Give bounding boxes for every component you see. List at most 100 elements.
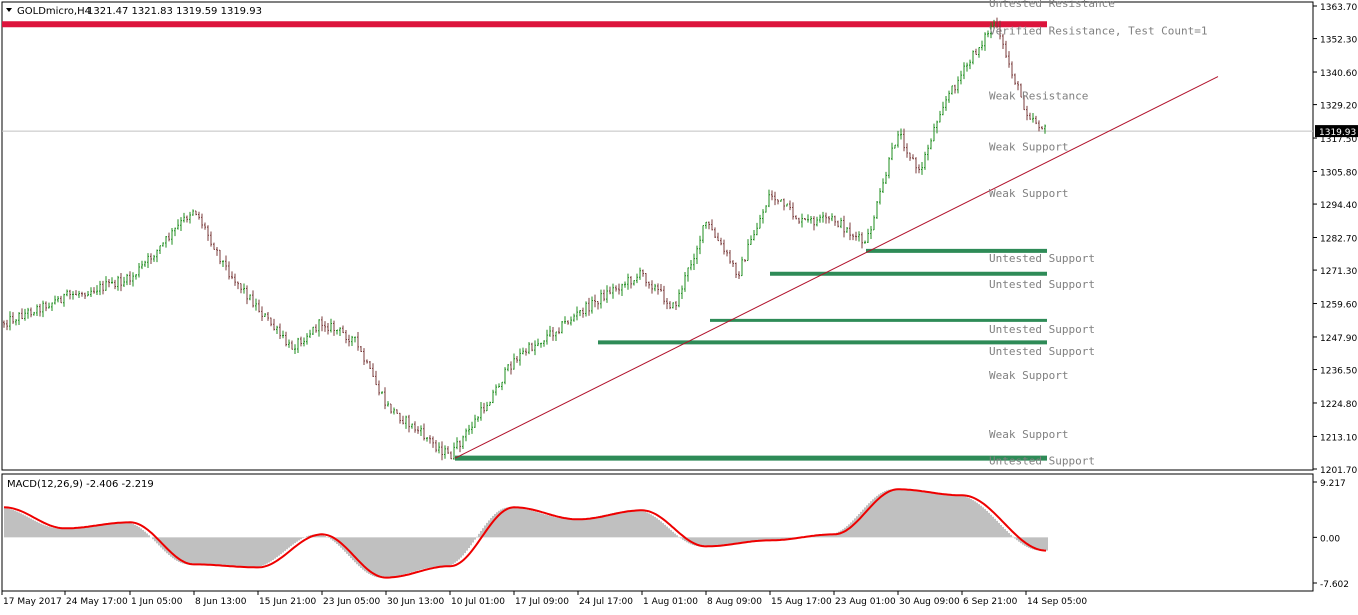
macd-bar — [14, 511, 16, 538]
macd-bar — [236, 537, 238, 567]
macd-bar — [878, 494, 880, 537]
macd-bar — [386, 537, 388, 577]
macd-bar — [432, 537, 434, 567]
macd-bar — [462, 537, 464, 555]
macd-bar — [450, 537, 452, 565]
macd-bar — [194, 537, 196, 564]
macd-bar — [674, 534, 676, 538]
macd-bar — [924, 492, 926, 537]
macd-bar — [402, 537, 404, 574]
macd-bar — [424, 537, 426, 568]
macd-bar — [298, 537, 300, 540]
macd-bar — [968, 498, 970, 537]
macd-bar — [456, 537, 458, 561]
macd-bar — [138, 527, 140, 537]
macd-bar — [6, 508, 8, 537]
macd-bar — [48, 527, 50, 538]
macd-bar — [52, 528, 54, 538]
macd-bar — [36, 522, 38, 538]
zone-label: Untested Support — [989, 252, 1095, 265]
macd-bar — [748, 537, 750, 541]
macd-bar — [982, 507, 984, 537]
macd-bar — [380, 537, 382, 577]
macd-bar — [390, 537, 392, 577]
price-tick-label: 1259.60 — [1320, 301, 1357, 311]
macd-tick-label: 0.00 — [1320, 534, 1340, 544]
macd-bar — [46, 526, 48, 537]
macd-bar — [392, 537, 394, 576]
macd-bar — [558, 518, 560, 537]
zone-label: Weak Support — [989, 140, 1068, 153]
macd-bar — [518, 508, 520, 537]
macd-bar — [66, 528, 68, 537]
symbol-label: GOLDmicro,H4 — [17, 6, 91, 17]
macd-bar — [898, 489, 900, 537]
macd-bar — [622, 511, 624, 537]
macd-bar — [1010, 535, 1012, 537]
macd-bar — [300, 537, 302, 539]
macd-bar — [184, 537, 186, 564]
macd-bar — [404, 537, 406, 574]
macd-bar — [910, 490, 912, 537]
macd-bar — [632, 510, 634, 537]
macd-bar — [1002, 527, 1004, 537]
macd-bar — [588, 518, 590, 537]
macd-bar — [252, 537, 254, 567]
macd-bar — [260, 537, 262, 566]
macd-bar — [568, 519, 570, 537]
macd-bar — [1040, 537, 1042, 550]
macd-bar — [470, 537, 472, 545]
macd-bar — [384, 537, 386, 577]
macd-bar — [50, 527, 52, 537]
time-tick-label: 24 May 17:00 — [66, 597, 128, 607]
macd-bar — [478, 534, 480, 537]
macd-bar — [644, 512, 646, 538]
macd-bar — [978, 504, 980, 537]
price-tick-label: 1201.70 — [1320, 466, 1357, 476]
macd-bar — [42, 525, 44, 538]
macd-bar — [216, 537, 218, 565]
macd-bar — [108, 523, 110, 537]
macd-bar — [4, 508, 6, 538]
macd-bar — [126, 522, 128, 537]
macd-bar — [608, 514, 610, 537]
macd-bar — [950, 495, 952, 537]
zone-label: Untested Support — [989, 278, 1095, 291]
macd-bar — [116, 523, 118, 538]
macd-bar — [736, 537, 738, 542]
macd-bar — [532, 511, 534, 537]
macd-bar — [616, 512, 618, 537]
macd-bar — [270, 537, 272, 561]
macd-bar — [638, 510, 640, 537]
macd-bar — [58, 528, 60, 537]
macd-bar — [302, 537, 304, 538]
macd-bar — [582, 519, 584, 538]
macd-bar — [452, 537, 454, 564]
macd-bar — [746, 537, 748, 541]
macd-bar — [992, 517, 994, 538]
macd-bar — [218, 537, 220, 565]
macd-bar — [524, 509, 526, 537]
macd-bar — [640, 511, 642, 538]
macd-bar — [730, 537, 732, 543]
macd-bar — [152, 537, 154, 539]
macd-bar — [554, 517, 556, 537]
macd-bar — [378, 537, 380, 577]
time-tick-label: 8 Aug 09:00 — [707, 597, 762, 607]
macd-bar — [538, 513, 540, 538]
macd-bar — [712, 537, 714, 546]
macd-bar — [590, 518, 592, 538]
macd-bar — [430, 537, 432, 567]
macd-bar — [62, 528, 64, 537]
macd-bar — [274, 537, 276, 558]
macd-bar — [444, 537, 446, 566]
price-tick-label: 1224.80 — [1320, 400, 1357, 410]
macd-bar — [226, 537, 228, 566]
macd-bar — [740, 537, 742, 542]
macd-bar — [422, 537, 424, 569]
macd-bar — [574, 519, 576, 537]
macd-bar — [134, 525, 136, 538]
macd-bar — [438, 537, 440, 566]
